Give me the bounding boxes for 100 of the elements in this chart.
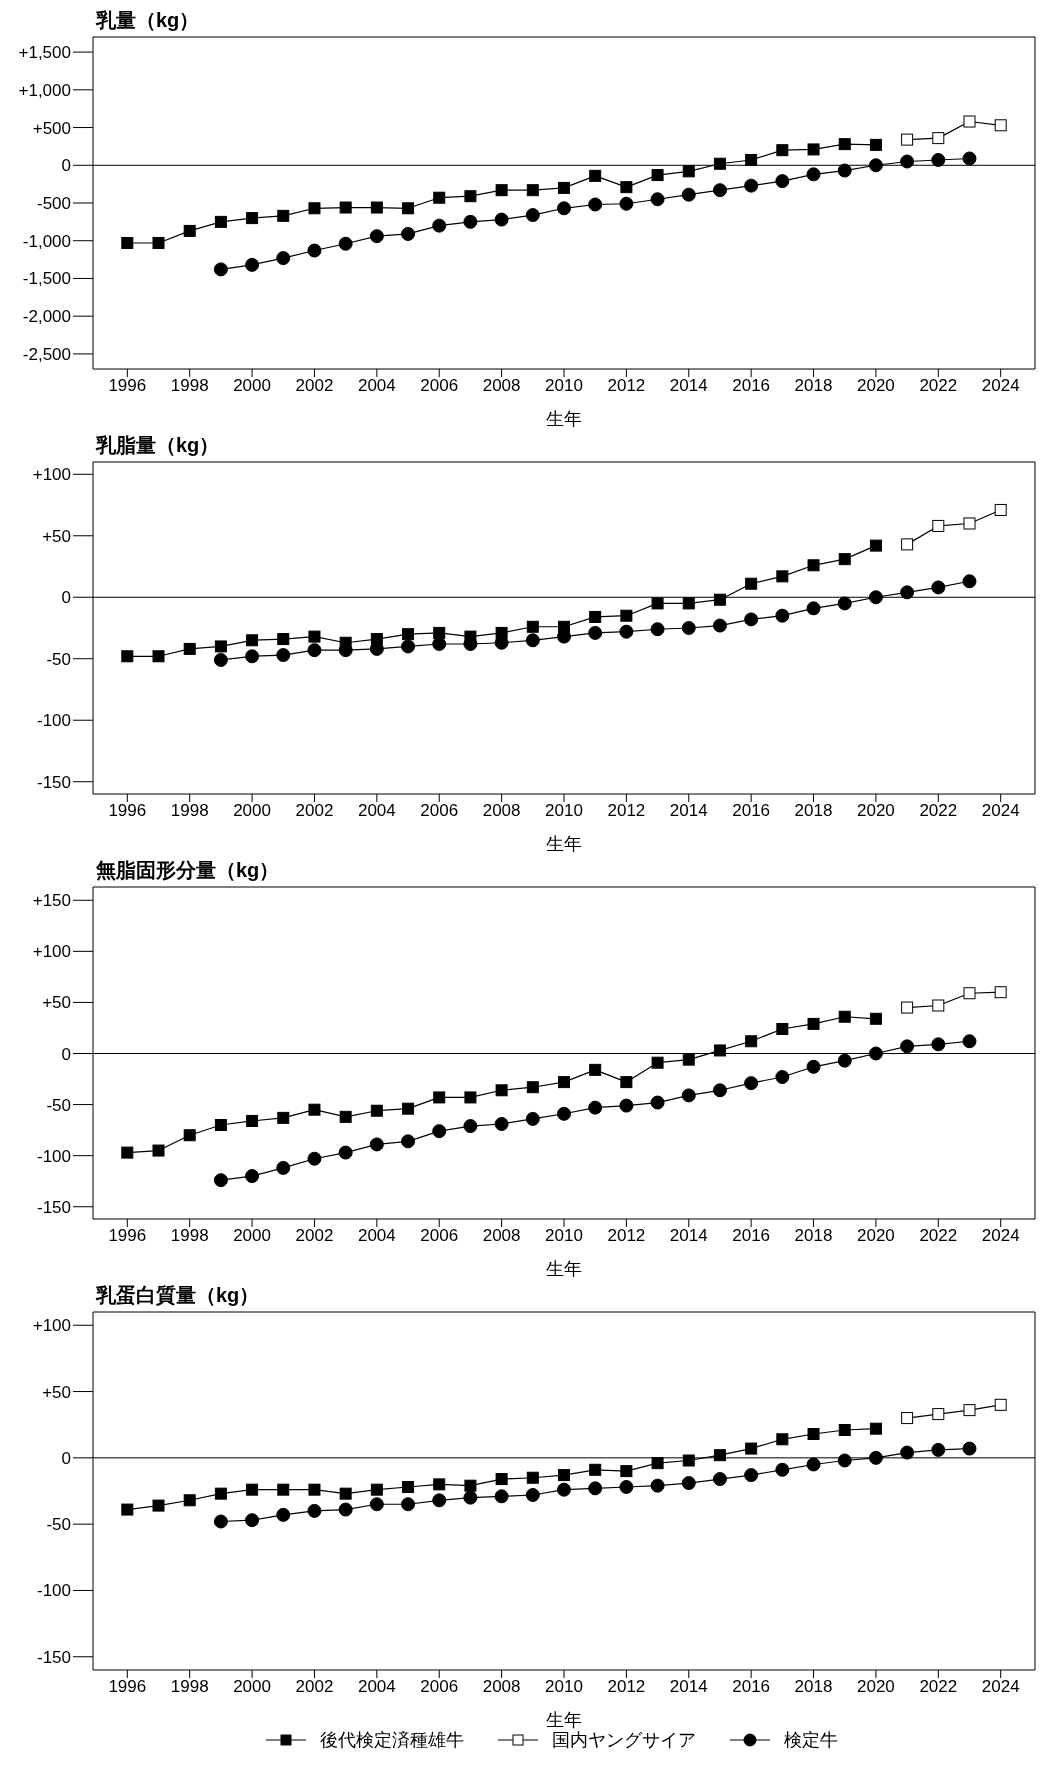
point [962, 574, 977, 589]
point [620, 181, 633, 194]
point [276, 648, 291, 663]
point [370, 201, 383, 214]
x-tick-label: 2002 [295, 1677, 334, 1697]
point [183, 1494, 196, 1507]
point [682, 597, 695, 610]
point [525, 633, 540, 648]
point [588, 197, 603, 212]
point [838, 553, 851, 566]
point [277, 209, 290, 222]
point [712, 1472, 727, 1487]
point [900, 154, 915, 169]
x-tick-label: 2016 [732, 376, 771, 396]
x-tick-label: 2018 [794, 376, 833, 396]
x-tick-label: 1998 [170, 1226, 209, 1246]
y-tick-label: +1,000 [18, 80, 71, 100]
point [463, 214, 478, 229]
x-axis-title: 生年 [546, 834, 582, 854]
point [307, 643, 322, 658]
point [464, 190, 477, 203]
point [681, 621, 696, 635]
y-tick-label: -2,000 [22, 307, 71, 327]
x-tick-label: 2014 [669, 1677, 708, 1697]
point [868, 1046, 883, 1061]
point [152, 1144, 165, 1157]
point [213, 652, 228, 667]
x-tick-label: 1998 [170, 801, 209, 821]
point [619, 624, 634, 639]
point [494, 1117, 509, 1131]
point [213, 1173, 228, 1188]
y-tick-label: -100 [36, 1581, 71, 1601]
point [338, 1502, 353, 1517]
point [214, 1487, 227, 1500]
chart-title: 乳蛋白質量（kg） [96, 1283, 261, 1307]
point [713, 593, 726, 606]
point [744, 178, 759, 193]
point [277, 1483, 290, 1496]
point [589, 1463, 602, 1476]
point [682, 165, 695, 178]
y-tick-label: 0 [61, 1448, 71, 1468]
point [338, 236, 353, 251]
point [308, 1483, 321, 1496]
point [806, 601, 821, 616]
point [526, 1081, 539, 1094]
x-tick-label: 2016 [732, 1677, 771, 1697]
point [869, 1012, 882, 1025]
y-tick-label: 0 [61, 588, 71, 608]
point [650, 1095, 665, 1110]
x-axis-title: 生年 [546, 1259, 582, 1279]
point [745, 153, 758, 166]
x-tick-label: 1996 [108, 801, 147, 821]
point [276, 1507, 291, 1522]
point [807, 1017, 820, 1030]
point [433, 191, 446, 204]
point [775, 608, 790, 623]
point [681, 187, 696, 202]
x-tick-label: 2022 [919, 376, 958, 396]
point [308, 202, 321, 215]
point [744, 1468, 759, 1483]
point [525, 1111, 540, 1126]
point [213, 262, 228, 277]
point [495, 184, 508, 197]
x-tick-label: 2008 [482, 801, 521, 821]
point [308, 1103, 321, 1116]
point [557, 1482, 571, 1497]
point [651, 1457, 664, 1470]
x-tick-label: 2022 [919, 1677, 958, 1697]
y-tick-label: -100 [36, 711, 71, 731]
point [276, 251, 291, 266]
point [776, 1433, 789, 1446]
point [807, 143, 820, 156]
point [837, 1453, 852, 1468]
point [681, 1088, 696, 1103]
x-tick-label: 2024 [981, 1677, 1020, 1697]
point [589, 169, 602, 182]
y-tick-label: -150 [36, 772, 71, 792]
x-tick-label: 2024 [981, 1226, 1020, 1246]
y-tick-label: +100 [32, 1316, 71, 1336]
point [495, 1473, 508, 1486]
point [401, 1134, 416, 1149]
point [837, 163, 852, 178]
point [619, 196, 634, 211]
point [651, 169, 664, 182]
x-tick-label: 2016 [732, 1226, 771, 1246]
y-tick-label: -2,500 [22, 344, 71, 364]
point [994, 119, 1007, 132]
point [682, 1053, 695, 1066]
legend-label: 検定牛 [784, 1729, 838, 1752]
point [650, 192, 665, 207]
point [775, 1070, 790, 1085]
x-tick-label: 2012 [607, 1226, 646, 1246]
point [806, 1059, 821, 1074]
x-tick-label: 2016 [732, 801, 771, 821]
point [712, 183, 727, 198]
point [121, 236, 134, 249]
point [152, 1499, 165, 1512]
point [433, 1091, 446, 1104]
point [526, 184, 539, 197]
point [931, 1442, 946, 1457]
